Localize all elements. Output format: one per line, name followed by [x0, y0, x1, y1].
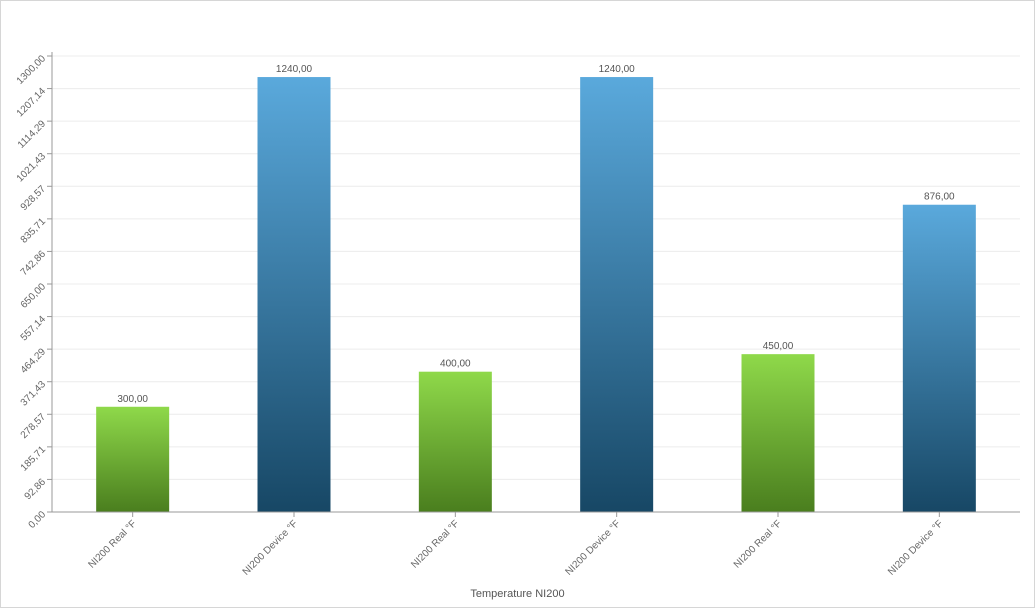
- y-tick-label: 1114,29: [16, 118, 49, 151]
- bar-device: [580, 77, 654, 513]
- y-tick-label: 650,00: [19, 281, 49, 311]
- x-category-label: NI200 Real °F: [732, 518, 784, 570]
- x-category-label: NI200 Real °F: [409, 518, 461, 570]
- y-tick-label: 1207,14: [15, 86, 49, 120]
- gridlines: [52, 55, 1020, 480]
- x-category-label: NI200 Device °F: [886, 518, 945, 577]
- y-tick-label: 1021,43: [15, 151, 49, 185]
- y-tick-label: 185,71: [19, 444, 49, 474]
- x-category-label: NI200 Device °F: [241, 518, 300, 577]
- y-tick-label: 278,57: [19, 411, 49, 441]
- x-category-label: NI200 Device °F: [563, 518, 622, 577]
- bar-value-label: 1240,00: [599, 64, 636, 75]
- bar-real: [418, 371, 492, 512]
- y-tick-label: 1300,00: [15, 53, 49, 87]
- bar-device: [257, 77, 331, 513]
- y-tick-label: 928,57: [19, 183, 49, 213]
- bar-value-label: 300,00: [117, 394, 148, 405]
- bar-real: [741, 354, 815, 512]
- y-tick-label: 464,29: [19, 346, 49, 376]
- y-tick-label: 92,86: [23, 476, 49, 502]
- bar-value-label: 876,00: [924, 192, 955, 203]
- bar-device: [902, 204, 976, 513]
- bar-value-label: 400,00: [440, 359, 471, 370]
- y-tick-label: 742,86: [19, 248, 49, 278]
- bar-value-label: 450,00: [763, 341, 794, 352]
- bars: [96, 77, 976, 513]
- y-tick-label: 371,43: [19, 379, 49, 409]
- x-axis-title: Temperature NI200: [470, 588, 565, 600]
- y-tick-label: 557,14: [19, 314, 49, 344]
- axes: [47, 52, 1020, 517]
- bar-value-label: 1240,00: [276, 64, 313, 75]
- y-tick-label: 835,71: [19, 216, 49, 246]
- y-tick-label: 0,00: [27, 509, 49, 531]
- bar-real: [96, 406, 170, 512]
- x-category-label: NI200 Real °F: [87, 518, 139, 570]
